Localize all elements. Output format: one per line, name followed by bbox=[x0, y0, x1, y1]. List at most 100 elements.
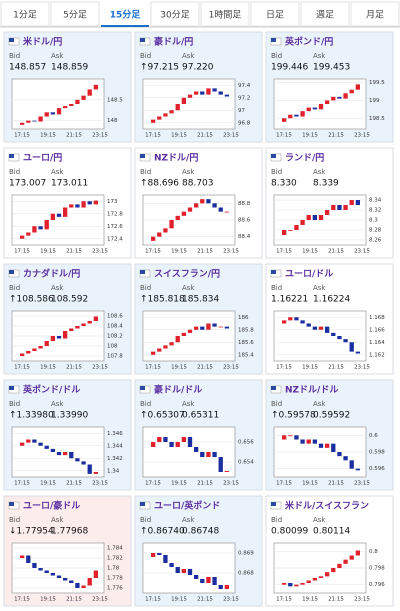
candle bbox=[206, 323, 211, 330]
x-tick-label: 17:15 bbox=[145, 249, 161, 255]
tab-label[interactable]: 1分足 bbox=[13, 10, 37, 21]
candle bbox=[87, 578, 92, 586]
tab-label[interactable]: 1時間足 bbox=[209, 10, 242, 21]
x-tick-label: 21:15 bbox=[66, 481, 82, 487]
x-tick-label: 19:15 bbox=[171, 249, 187, 255]
candle bbox=[200, 91, 205, 95]
tab-label[interactable]: 30分足 bbox=[160, 10, 189, 21]
candle bbox=[38, 226, 43, 230]
candle bbox=[212, 452, 217, 457]
tab[interactable] bbox=[200, 1, 250, 27]
candle bbox=[38, 346, 43, 349]
x-tick-label: 21:15 bbox=[197, 481, 213, 487]
bid-value: 148.857 bbox=[9, 63, 46, 73]
x-tick-label: 19:15 bbox=[40, 481, 56, 487]
candle bbox=[218, 326, 223, 328]
y-tick-label: 8.34 bbox=[369, 198, 382, 204]
candle bbox=[187, 94, 193, 98]
tab[interactable] bbox=[50, 1, 100, 27]
flag-icon-part bbox=[9, 154, 14, 158]
candle bbox=[212, 577, 217, 585]
candle bbox=[337, 205, 342, 210]
pair-name: 米ドル/スイスフラン bbox=[284, 500, 369, 512]
x-tick-label: 23:15 bbox=[223, 133, 239, 139]
candle bbox=[44, 112, 49, 117]
x-tick-label: 19:15 bbox=[302, 481, 318, 487]
tab-label[interactable]: 月足 bbox=[366, 10, 384, 21]
candle bbox=[56, 108, 62, 115]
candle bbox=[163, 113, 168, 117]
candle bbox=[44, 341, 49, 346]
flag-icon-part bbox=[271, 154, 276, 158]
x-tick-label: 23:15 bbox=[354, 597, 370, 603]
tab[interactable] bbox=[300, 1, 350, 27]
tab[interactable] bbox=[0, 1, 50, 27]
tab[interactable] bbox=[250, 1, 300, 27]
tab-label[interactable]: 週足 bbox=[316, 10, 334, 21]
x-tick-label: 21:15 bbox=[197, 365, 213, 371]
y-tick-label: 97 bbox=[238, 108, 245, 114]
y-tick-label: 185.8 bbox=[238, 327, 254, 333]
y-tick-label: 88.4 bbox=[238, 234, 251, 240]
candle bbox=[169, 563, 174, 567]
candle bbox=[281, 118, 287, 122]
candle bbox=[75, 99, 80, 104]
y-tick-label: 0.656 bbox=[238, 440, 254, 446]
y-tick-label: 172.8 bbox=[107, 211, 123, 217]
tab[interactable] bbox=[350, 1, 400, 27]
candle bbox=[50, 573, 56, 576]
candle bbox=[44, 570, 49, 573]
bid-value: ↑185.818 bbox=[140, 295, 185, 305]
y-tick-label: 1.162 bbox=[369, 352, 385, 358]
pair-name: ユーロ/豪ドル bbox=[23, 500, 80, 512]
candle bbox=[343, 559, 348, 564]
tab-label[interactable]: 日足 bbox=[266, 10, 284, 21]
candle bbox=[343, 456, 348, 461]
y-tick-label: 108.2 bbox=[107, 334, 123, 340]
candle bbox=[281, 320, 287, 324]
candle bbox=[150, 236, 156, 241]
y-tick-label: 8.28 bbox=[369, 228, 382, 234]
x-tick-label: 19:15 bbox=[171, 597, 187, 603]
candle bbox=[157, 437, 162, 442]
candle bbox=[349, 342, 354, 352]
candle bbox=[32, 439, 37, 443]
x-tick-label: 17:15 bbox=[276, 249, 292, 255]
y-tick-label: 0.598 bbox=[369, 450, 385, 456]
bid-label: Bid bbox=[140, 52, 151, 60]
candle bbox=[163, 228, 168, 233]
bid-value: ↓1.77954 bbox=[9, 527, 54, 537]
candle bbox=[187, 437, 193, 447]
x-tick-label: 21:15 bbox=[328, 597, 344, 603]
candle bbox=[50, 336, 56, 341]
candle bbox=[324, 100, 330, 104]
tab[interactable] bbox=[101, 2, 149, 26]
tab-label[interactable]: 5分足 bbox=[63, 10, 87, 21]
tab-label[interactable]: 15分足 bbox=[110, 9, 142, 21]
x-tick-label: 17:15 bbox=[276, 133, 292, 139]
pair-name: スイスフラン/円 bbox=[154, 269, 220, 280]
x-tick-label: 23:15 bbox=[223, 365, 239, 371]
x-tick-label: 19:15 bbox=[302, 133, 318, 139]
pair-name: カナダドル/円 bbox=[23, 268, 80, 280]
y-tick-label: 97.4 bbox=[238, 83, 251, 89]
candle bbox=[26, 555, 31, 563]
tab[interactable] bbox=[150, 1, 200, 27]
x-tick-label: 21:15 bbox=[66, 249, 82, 255]
